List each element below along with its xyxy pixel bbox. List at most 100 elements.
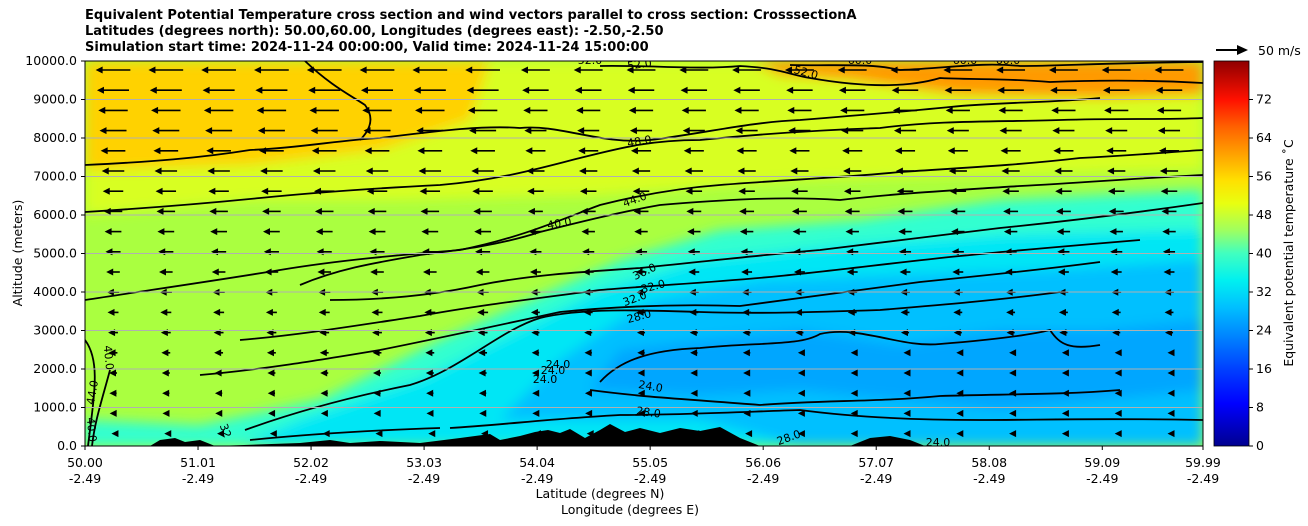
colorbar-tick-label: 48	[1256, 207, 1272, 222]
wind-vector-head	[797, 389, 805, 397]
wind-vector-head	[1005, 268, 1013, 276]
wind-vector-head	[1102, 86, 1110, 94]
x-tick-label-lat: 59.09	[1084, 455, 1120, 470]
wind-vector-head	[1154, 66, 1162, 74]
wind-vector-head	[428, 430, 436, 438]
colorbar-tick-label: 32	[1256, 284, 1272, 299]
x-tick-label-lon: -2.49	[408, 471, 440, 486]
wind-vector-head	[527, 187, 535, 195]
x-axis-label-latitude: Latitude (degrees N)	[536, 486, 665, 501]
wind-vector-head	[789, 147, 797, 155]
wind-vector-head	[255, 86, 263, 94]
y-axis-label: Altitude (meters)	[10, 200, 25, 307]
wind-vector-head	[359, 66, 367, 74]
wind-vector-head	[739, 228, 747, 236]
wind-vector-head	[735, 127, 743, 135]
wind-vector-head	[372, 369, 380, 377]
wind-vector-head	[148, 66, 156, 74]
upper-left-warm-region	[85, 61, 490, 170]
wind-vector-head	[739, 207, 747, 215]
wind-vector-head	[203, 106, 211, 114]
x-tick-label-lat: 58.08	[971, 455, 1007, 470]
contour-48	[85, 117, 1203, 213]
wind-vector-head	[210, 228, 218, 236]
wind-vector-head	[628, 106, 636, 114]
wind-vector-head	[108, 369, 116, 377]
contour-24-upper	[244, 291, 1061, 431]
wind-vector-head	[1003, 207, 1011, 215]
wind-vector-head	[584, 389, 592, 397]
wind-vector-head	[733, 86, 741, 94]
wind-vector-head	[214, 389, 222, 397]
wind-vector-head	[894, 147, 902, 155]
wind-vector-head	[469, 127, 477, 135]
wind-vector-head	[160, 308, 168, 316]
wind-vector-head	[797, 349, 805, 357]
contour-36	[329, 202, 1203, 301]
contour-label: 24.0	[637, 378, 663, 395]
wind-vector-head	[574, 86, 582, 94]
wind-vector-head	[412, 66, 420, 74]
contour-label: 60.0	[953, 54, 978, 67]
colorbar-tick-label: 40	[1256, 246, 1272, 261]
wind-vector-head	[1109, 228, 1117, 236]
contour-label: 48.0	[626, 133, 652, 150]
y-tick-label: 1000.0	[33, 400, 77, 415]
wind-vector-head	[158, 268, 166, 276]
contour-label: 28.0	[626, 307, 653, 326]
wind-vector-head	[1114, 389, 1122, 397]
wind-vector-head	[837, 66, 845, 74]
wind-vector-head	[532, 389, 540, 397]
colorbar-tick-label: 24	[1256, 323, 1272, 338]
wind-vector-head	[1051, 106, 1059, 114]
wind-vector-head	[685, 187, 693, 195]
wind-vector-head	[102, 187, 110, 195]
wind-vector-head	[527, 207, 535, 215]
wind-vector-head	[100, 147, 108, 155]
wind-vector-head	[627, 86, 635, 94]
contour-label: 28.0	[635, 404, 661, 420]
wind-vector-head	[265, 308, 273, 316]
y-tick-label: 6000.0	[33, 207, 77, 222]
y-axis: 0.0 1000.0 2000.0 3000.0 4000.0 5000.0 6000.0 7…	[25, 53, 85, 453]
wind-vector-head	[375, 430, 383, 438]
wind-vector-head	[416, 127, 424, 135]
wind-vector-head	[576, 106, 584, 114]
wind-vector-head	[578, 147, 586, 155]
y-tick-label: 9000.0	[33, 92, 77, 107]
wind-vector-head	[690, 369, 698, 377]
wind-vector-head	[1000, 147, 1008, 155]
contour-label: 32	[217, 422, 234, 440]
wind-vector-head	[422, 268, 430, 276]
wind-vector-head	[101, 167, 109, 175]
wind-vector-head	[470, 147, 478, 155]
wind-vector-head	[745, 430, 753, 438]
wind-vector-head	[312, 167, 320, 175]
wind-vector-head	[956, 409, 964, 417]
wind-vector-head	[1167, 369, 1175, 377]
wind-vector-head	[637, 369, 645, 377]
x-tick-label-lat: 51.01	[180, 455, 216, 470]
wind-vector-head	[472, 187, 480, 195]
wind-vector-head	[793, 268, 801, 276]
wind-vector-head	[692, 430, 700, 438]
wind-vector-head	[162, 389, 170, 397]
wind-vector-head	[268, 409, 276, 417]
wind-vector-head	[577, 127, 585, 135]
wind-vector-head	[366, 187, 374, 195]
y-tick-label: 10000.0	[25, 53, 77, 68]
plot-area: 52.0 52.0 60.0 60.0 60.052.048.044.040.036.0…	[85, 54, 1203, 446]
wind-vector-head	[898, 228, 906, 236]
wind-vector-head	[1114, 409, 1122, 417]
wind-vector-head	[202, 86, 210, 94]
wind-vector-head	[477, 308, 485, 316]
wind-vector-head	[953, 308, 961, 316]
contour-label: 60.0	[848, 54, 873, 67]
wind-vector-head	[108, 349, 116, 357]
wind-vector-head	[903, 349, 911, 357]
wind-vector-head	[1162, 228, 1170, 236]
wind-vector-head	[794, 308, 802, 316]
wind-vector-head	[1002, 187, 1010, 195]
x-tick-label-lat: 52.02	[293, 455, 329, 470]
wind-vector-head	[259, 147, 267, 155]
